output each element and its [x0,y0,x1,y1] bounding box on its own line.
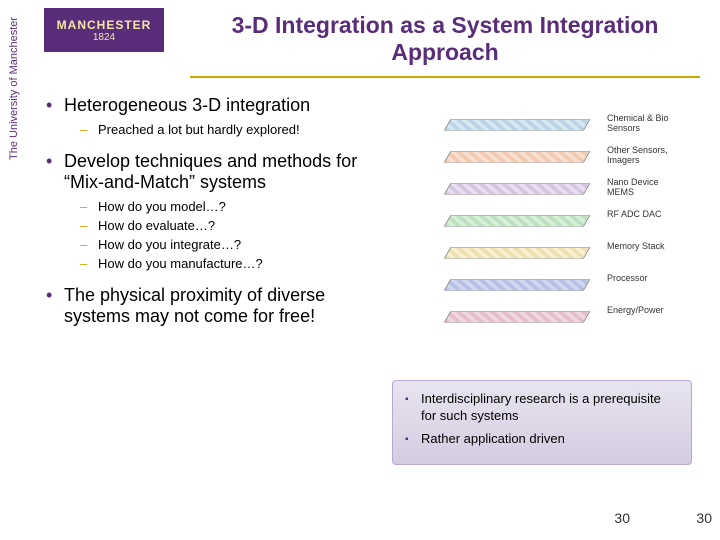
bullet-sub: Preached a lot but hardly explored! [46,122,386,137]
diagram-layer-label: Memory Stack [607,241,665,251]
bullet-sub: How do you model…? [46,199,386,214]
bullet-main: Develop techniques and methods for “Mix-… [46,151,386,193]
logo-year: 1824 [93,32,115,43]
diagram-layer-label: Other Sensors, Imagers [607,145,680,165]
page-number-outer: 30 [696,510,712,526]
diagram-layer-label: RF ADC DAC [607,209,662,219]
bullet-group: Develop techniques and methods for “Mix-… [46,151,386,271]
diagram-layer [444,183,591,194]
diagram-layer-label: Processor [607,273,648,283]
diagram-layer [444,279,591,290]
diagram-layer [444,247,591,258]
bullet-main: Heterogeneous 3-D integration [46,95,386,116]
university-logo: MANCHESTER 1824 [44,8,164,52]
diagram-layer [444,311,591,322]
diagram-layer-label: Energy/Power [607,305,664,315]
page-number: 30 [614,510,630,526]
slide-title: 3-D Integration as a System Integration … [190,12,700,66]
diagram-layer [444,119,591,130]
callout-item: Interdisciplinary research is a prerequi… [405,391,679,425]
title-underline [190,76,700,78]
diagram-layer-label: Chemical & Bio Sensors [607,113,680,133]
bullet-group: Heterogeneous 3-D integration Preached a… [46,95,386,137]
bullet-sub: How do evaluate…? [46,218,386,233]
bullet-sub: How do you integrate…? [46,237,386,252]
bullet-main: The physical proximity of diverse system… [46,285,386,327]
institution-sidebar: The University of Manchester [8,17,20,160]
content-body: Heterogeneous 3-D integration Preached a… [46,95,386,341]
bullet-group: The physical proximity of diverse system… [46,285,386,327]
bullet-sub: How do you manufacture…? [46,256,386,271]
diagram-layer [444,151,591,162]
logo-name: MANCHESTER [57,18,152,32]
diagram-layer-label: Nano Device MEMS [607,177,680,197]
stack-diagram: Chemical & Bio Sensors Other Sensors, Ima… [435,115,680,365]
callout-box: Interdisciplinary research is a prerequi… [392,380,692,465]
diagram-layer [444,215,591,226]
callout-item: Rather application driven [405,431,679,448]
